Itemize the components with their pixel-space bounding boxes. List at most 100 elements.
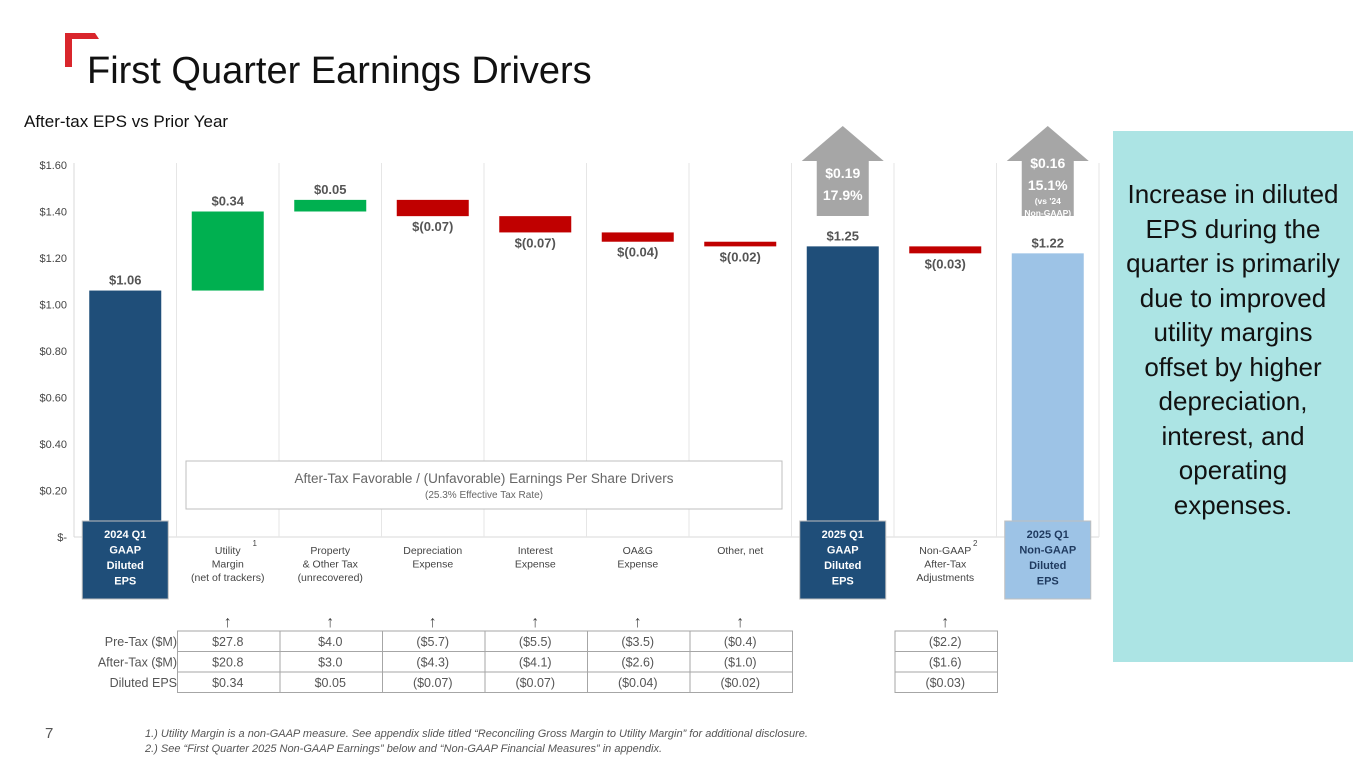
bar-value-label-1: $0.34: [211, 194, 244, 209]
category-label-0-0: 2024 Q1: [104, 529, 146, 541]
brand-corner-shape: [65, 33, 99, 67]
table-row-label-0: Pre-Tax ($M): [105, 635, 177, 649]
table-cell-value-4-0: ($3.5): [621, 635, 654, 649]
table-cell-value-0-0: $27.8: [212, 635, 243, 649]
change-arrow-value-9: $0.16: [1030, 155, 1065, 171]
category-label-7-1: GAAP: [827, 545, 859, 557]
category-superscript-8: 2: [973, 539, 978, 548]
y-tick-label-2: $0.40: [39, 439, 67, 451]
category-label-2-2: (unrecovered): [298, 572, 363, 584]
category-label-8-2: Adjustments: [916, 572, 974, 584]
table-cell-value-6-1: ($1.6): [929, 656, 962, 670]
change-arrow-pct-9: 15.1%: [1028, 177, 1068, 193]
y-tick-label-8: $1.60: [39, 160, 67, 172]
bar-6: [704, 241, 777, 247]
table-arrow-1: ↑: [326, 614, 334, 631]
table-cell-value-1-2: $0.05: [315, 676, 346, 690]
table-row-label-2: Diluted EPS: [110, 676, 177, 690]
bar-value-label-2: $0.05: [314, 182, 347, 197]
y-tick-label-0: $-: [57, 532, 67, 544]
category-label-1-1: Margin: [212, 559, 244, 571]
chart-subtitle: After-tax EPS vs Prior Year: [24, 112, 229, 131]
table-cell-value-3-2: ($0.07): [515, 676, 555, 690]
category-box-0: [81, 520, 169, 600]
category-box-9: [1004, 520, 1092, 600]
category-label-7-0: 2025 Q1: [822, 529, 864, 541]
table-cell-value-3-1: ($4.1): [519, 656, 552, 670]
table-cell-6-2: [894, 671, 998, 693]
bar-value-label-0: $1.06: [109, 273, 142, 288]
category-label-5-0: OA&G: [623, 545, 653, 557]
change-arrow-9: [1006, 126, 1089, 216]
change-arrow-value-7: $0.19: [825, 165, 860, 181]
category-label-9-0: 2025 Q1: [1027, 529, 1069, 541]
bar-3: [396, 199, 469, 217]
table-arrow-4: ↑: [634, 614, 642, 631]
bar-value-label-3: $(0.07): [412, 219, 453, 234]
table-arrow-3: ↑: [531, 614, 539, 631]
y-tick-label-6: $1.20: [39, 253, 67, 265]
drivers-annotation-box: [185, 460, 783, 510]
category-label-9-3: EPS: [1037, 576, 1059, 588]
bar-value-label-5: $(0.04): [617, 245, 658, 260]
table-cell-value-1-0: $4.0: [318, 635, 342, 649]
table-cell-value-0-1: $20.8: [212, 656, 243, 670]
category-label-4-0: Interest: [518, 545, 553, 557]
category-label-1-2: (net of trackers): [191, 572, 265, 584]
bar-2: [294, 199, 367, 212]
y-tick-label-5: $1.00: [39, 300, 67, 312]
page-title: First Quarter Earnings Drivers: [87, 50, 592, 92]
table-cell-value-0-2: $0.34: [212, 676, 243, 690]
table-cell-value-2-1: ($4.3): [416, 656, 449, 670]
category-label-2-0: Property: [310, 545, 350, 557]
category-label-8-0: Non-GAAP: [919, 545, 971, 557]
category-label-2-1: & Other Tax: [303, 559, 359, 571]
table-row-label-1: After-Tax ($M): [98, 656, 177, 670]
table-cell-value-1-1: $3.0: [318, 656, 342, 670]
table-cell-5-2: [689, 671, 793, 693]
change-arrow-pct-7: 17.9%: [823, 187, 863, 203]
table-cell-value-6-0: ($2.2): [929, 635, 962, 649]
bar-9: [1011, 253, 1084, 537]
category-label-9-1: Non-GAAP: [1019, 545, 1076, 557]
category-label-8-1: After-Tax: [924, 559, 967, 571]
table-arrow-5: ↑: [736, 614, 744, 631]
bar-7: [806, 246, 879, 537]
brand-corner-logo: [65, 33, 99, 67]
bar-value-label-4: $(0.07): [515, 235, 556, 250]
bar-value-label-7: $1.25: [826, 228, 859, 243]
category-label-5-1: Expense: [617, 559, 658, 571]
bar-5: [601, 232, 674, 242]
category-label-0-2: Diluted: [107, 560, 144, 572]
summary-callout: Increase in diluted EPS during the quart…: [1113, 131, 1353, 662]
bar-value-label-8: $(0.03): [925, 256, 966, 271]
drivers-annotation-subtitle: (25.3% Effective Tax Rate): [425, 490, 543, 501]
category-label-7-2: Diluted: [824, 560, 861, 572]
category-label-3-1: Expense: [412, 559, 453, 571]
bar-4: [499, 216, 572, 233]
category-label-7-3: EPS: [832, 576, 854, 588]
table-cell-value-6-2: ($0.03): [925, 676, 965, 690]
table-cell-value-5-0: ($0.4): [724, 635, 757, 649]
summary-text: Increase in diluted EPS during the quart…: [1126, 179, 1340, 520]
table-arrow-2: ↑: [429, 614, 437, 631]
y-tick-label-3: $0.60: [39, 393, 67, 405]
bar-value-label-9: $1.22: [1031, 235, 1064, 250]
change-arrow-note-9-0: (vs '24: [1035, 196, 1061, 206]
table-cell-value-5-1: ($1.0): [724, 656, 757, 670]
table-cell-value-5-2: ($0.02): [720, 676, 760, 690]
category-label-6-0: Other, net: [717, 545, 763, 557]
table-cell-value-2-0: ($5.7): [416, 635, 449, 649]
bar-1: [191, 211, 264, 291]
category-box-7: [799, 520, 887, 600]
table-arrow-0: ↑: [224, 614, 232, 631]
eps-waterfall-chart: $- $0.20 $0.40 $0.60 $0.80 $1.00 $1.20 $1.40 $1.…: [39, 126, 1100, 693]
y-tick-label-1: $0.20: [39, 486, 67, 498]
category-label-3-0: Depreciation: [403, 545, 462, 557]
category-superscript-1: 1: [252, 539, 257, 548]
category-label-4-1: Expense: [515, 559, 556, 571]
table-cell-value-4-2: ($0.04): [618, 676, 658, 690]
y-tick-label-4: $0.80: [39, 346, 67, 358]
category-label-9-2: Diluted: [1029, 560, 1066, 572]
page-number: 7: [45, 725, 54, 742]
